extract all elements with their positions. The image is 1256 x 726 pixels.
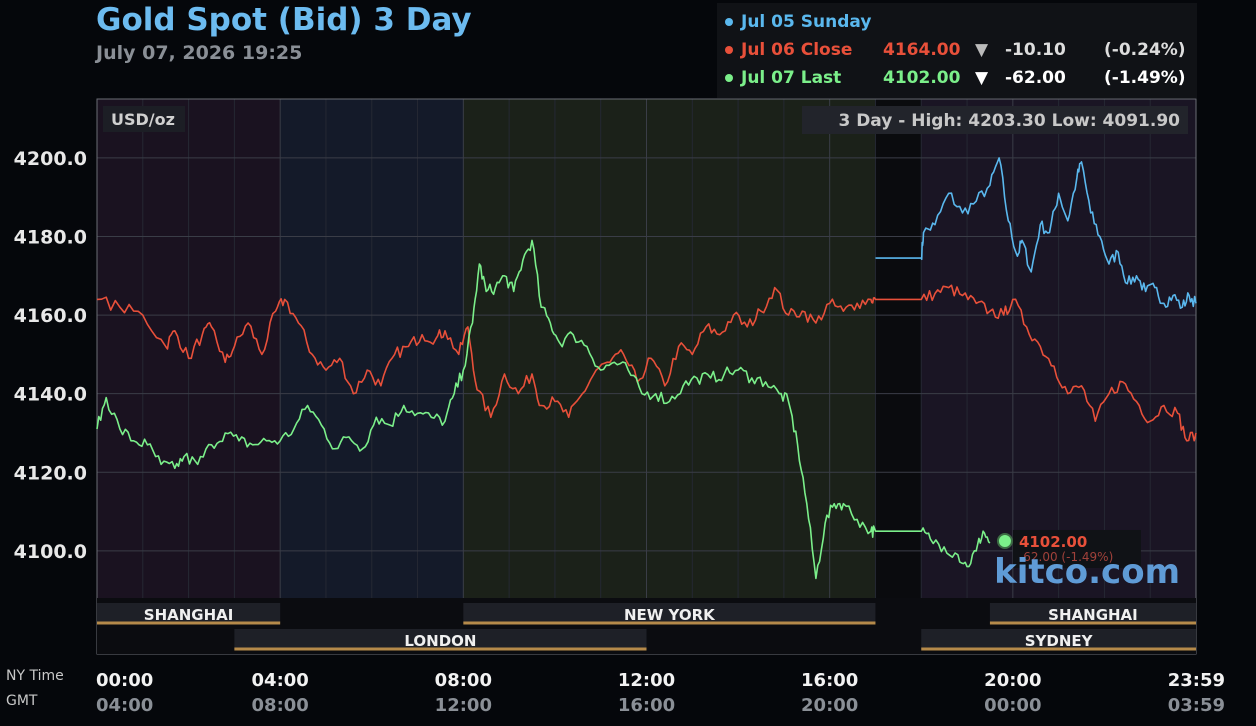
legend-label-sunday: Jul 05 Sunday: [741, 12, 872, 32]
x-tick-label-ny: 12:00: [618, 670, 675, 691]
y-tick-label: 4180.0: [14, 227, 87, 249]
legend-label-close: Jul 06 Close: [741, 40, 853, 60]
gmt-label: GMT: [6, 693, 38, 709]
legend-value-last: 4102.00: [883, 68, 961, 88]
session-bar: [921, 629, 1196, 649]
series-line: [96, 239, 991, 580]
legend-label-last: Jul 07 Last: [741, 68, 842, 88]
page-title: Gold Spot (Bid) 3 Day: [96, 2, 472, 38]
x-tick-label-gmt: 16:00: [618, 695, 675, 716]
last-value-label: 4102.00: [1019, 533, 1087, 551]
series-line: [96, 284, 1197, 442]
last-value-background: [1012, 529, 1141, 568]
watermark-logo: kitco.com: [994, 552, 1180, 592]
x-tick-label-gmt: 12:00: [435, 695, 492, 716]
y-tick-label: 4100.0: [14, 541, 87, 563]
legend-pct-close: (-0.24%): [1104, 40, 1186, 60]
x-tick-label-gmt: 03:59: [1168, 695, 1225, 716]
legend-pct-last: (-1.49%): [1104, 68, 1186, 88]
legend-marker-last: [725, 74, 733, 82]
session-label: SHANGHAI: [1048, 606, 1138, 624]
range-summary-background: [802, 106, 1188, 134]
session-label: LONDON: [404, 632, 476, 650]
legend-change-close: -10.10: [1005, 40, 1066, 60]
down-arrow-icon: ▼: [975, 68, 989, 88]
range-summary: 3 Day - High: 4203.30 Low: 4091.90: [838, 111, 1180, 131]
x-tick-label-ny: 00:00: [96, 670, 153, 691]
session-shade-closed: [875, 99, 922, 654]
legend-box: Jul 05 Sunday Jul 06 Close 4164.00 ▼ -10…: [717, 3, 1197, 98]
last-point-marker: [996, 532, 1013, 549]
unit-label: USD/oz: [111, 110, 175, 129]
legend-marker-close: [725, 46, 733, 54]
x-tick-label-gmt: 00:00: [984, 695, 1041, 716]
session-bar: [463, 603, 876, 623]
timestamp: July 07, 2026 19:25: [96, 42, 303, 64]
session-label: NEW YORK: [624, 606, 716, 624]
unit-label-background: [103, 106, 185, 132]
x-tick-label-gmt: 04:00: [96, 695, 153, 716]
session-bar: [989, 603, 1196, 623]
down-arrow-icon: ▼: [975, 40, 989, 60]
session-bar: [97, 603, 281, 623]
legend-marker-sunday: [725, 18, 733, 26]
legend-change-last: -62.00: [1005, 68, 1066, 88]
x-tick-label-ny: 23:59: [1168, 670, 1225, 691]
y-tick-label: 4140.0: [14, 384, 87, 406]
x-tick-label-ny: 04:00: [252, 670, 309, 691]
y-tick-label: 4200.0: [14, 148, 87, 170]
session-bar: [234, 629, 647, 649]
x-tick-label-ny: 20:00: [984, 670, 1041, 691]
legend-value-close: 4164.00: [883, 40, 961, 60]
x-tick-label-ny: 16:00: [801, 670, 858, 691]
last-change-label: -62.00 (-1.49%): [1019, 550, 1113, 564]
x-tick-label-gmt: 20:00: [801, 695, 858, 716]
y-tick-label: 4160.0: [14, 305, 87, 327]
session-shade-newyork: [463, 99, 876, 598]
session-label: SYDNEY: [1025, 632, 1094, 650]
y-tick-label: 4120.0: [14, 462, 87, 484]
ny-time-label: NY Time: [6, 668, 64, 684]
x-tick-label-ny: 08:00: [435, 670, 492, 691]
x-tick-label-gmt: 08:00: [252, 695, 309, 716]
session-label: SHANGHAI: [144, 606, 234, 624]
series-line: [875, 157, 1197, 310]
